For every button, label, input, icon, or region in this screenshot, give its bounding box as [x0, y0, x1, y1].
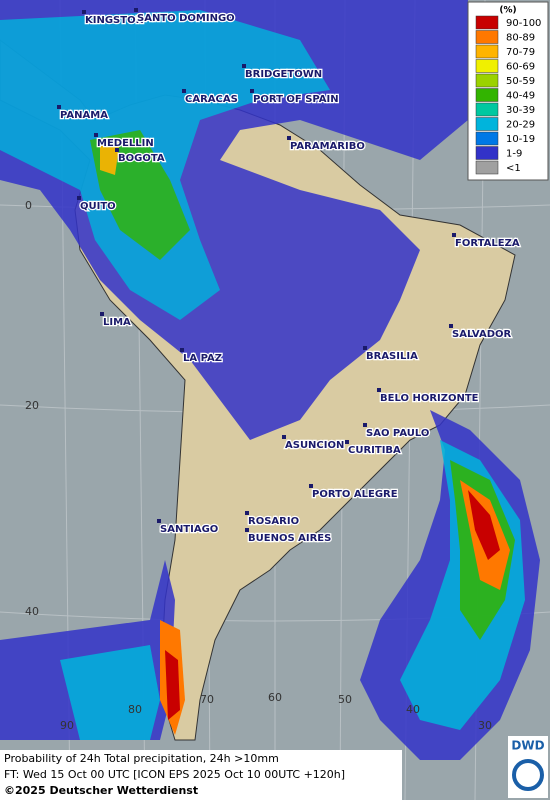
legend-label: 60-69 — [506, 62, 535, 73]
precipitation — [0, 0, 540, 760]
lon-label: 60 — [268, 691, 282, 704]
legend-label: 90-100 — [506, 18, 541, 29]
city-marker — [100, 312, 104, 316]
city-marker — [157, 519, 161, 523]
city-label: BRIDGETOWN — [245, 69, 322, 80]
lon-label: 90 — [60, 719, 74, 732]
city-marker — [250, 89, 254, 93]
city-label: KINGSTON — [85, 15, 144, 26]
city-label: QUITO — [80, 201, 116, 212]
city-label: PORTO ALEGRE — [312, 489, 398, 500]
legend-swatch — [475, 30, 499, 44]
legend-swatch — [475, 44, 499, 59]
city-label: BOGOTA — [118, 153, 165, 164]
city-label: ASUNCION — [285, 440, 344, 451]
city-label: PANAMA — [60, 110, 108, 121]
city-label: PARAMARIBO — [290, 141, 365, 152]
city-marker — [245, 511, 249, 515]
lat-label: 0 — [25, 199, 32, 212]
city-label: SANTO DOMINGO — [137, 13, 235, 24]
legend-label: 40-49 — [506, 91, 535, 102]
lon-label: 80 — [128, 703, 142, 716]
legend-swatch — [475, 15, 499, 30]
city-marker — [115, 148, 119, 152]
city-label: ROSARIO — [248, 516, 299, 527]
city-marker — [182, 89, 186, 93]
city-marker — [245, 528, 249, 532]
city-marker — [377, 388, 381, 392]
logo-icon — [512, 759, 544, 791]
city-marker — [345, 440, 349, 444]
legend-swatch — [475, 131, 499, 146]
legend-swatch — [475, 88, 499, 102]
footer-line: Probability of 24h Total precipitation, … — [4, 752, 279, 765]
footer-box — [0, 750, 402, 800]
legend-label: 80-89 — [506, 33, 535, 44]
city-label: FORTALEZA — [455, 238, 520, 249]
legend-swatch — [475, 146, 499, 160]
city-label: SALVADOR — [452, 329, 512, 340]
city-marker — [77, 196, 81, 200]
legend-label: 10-19 — [506, 134, 535, 145]
city-label: PORT OF SPAIN — [253, 94, 339, 105]
city-label: SAO PAULO — [366, 428, 429, 439]
lon-label: 30 — [478, 719, 492, 732]
city-marker — [282, 435, 286, 439]
city-marker — [94, 133, 98, 137]
city-marker — [242, 64, 246, 68]
city-marker — [82, 10, 86, 14]
city-marker — [57, 105, 61, 109]
city-marker — [180, 348, 184, 352]
city-marker — [449, 324, 453, 328]
legend-swatch — [475, 59, 499, 73]
city-label: LIMA — [103, 317, 131, 328]
footer-line: ©2025 Deutscher Wetterdienst — [4, 784, 198, 797]
footer-line: FT: Wed 15 Oct 00 UTC [ICON EPS 2025 Oct… — [4, 768, 345, 781]
legend-unit: (%) — [499, 6, 516, 16]
lon-label: 50 — [338, 693, 352, 706]
legend-swatch — [475, 160, 499, 175]
city-marker — [452, 233, 456, 237]
city-label: BELO HORIZONTE — [380, 393, 479, 404]
legend-label: 30-39 — [506, 105, 535, 116]
city-label: CARACAS — [185, 94, 238, 105]
city-label: CURITIBA — [348, 445, 401, 456]
city-label: MEDELLIN — [97, 138, 154, 149]
legend-label: 20-29 — [506, 120, 535, 131]
lat-label: 20 — [25, 399, 39, 412]
city-marker — [287, 136, 291, 140]
lon-label: 40 — [406, 703, 420, 716]
city-label: BRASILIA — [366, 351, 418, 362]
legend-label: 70-79 — [506, 47, 535, 58]
lat-label: 40 — [25, 605, 39, 618]
legend-swatch — [475, 102, 499, 117]
city-label: SANTIAGO — [160, 524, 218, 535]
legend-label: 50-59 — [506, 76, 535, 87]
legend-label: 1-9 — [506, 149, 522, 160]
logo: DWD — [511, 739, 544, 753]
city-label: LA PAZ — [183, 353, 222, 364]
lon-label: 70 — [200, 693, 214, 706]
city-marker — [363, 346, 367, 350]
legend-label: <1 — [506, 163, 521, 174]
city-marker — [309, 484, 313, 488]
legend-swatch — [475, 73, 499, 88]
city-label: BUENOS AIRES — [248, 533, 331, 544]
city-marker — [134, 8, 138, 12]
legend-swatch — [475, 117, 499, 131]
city-marker — [363, 423, 367, 427]
